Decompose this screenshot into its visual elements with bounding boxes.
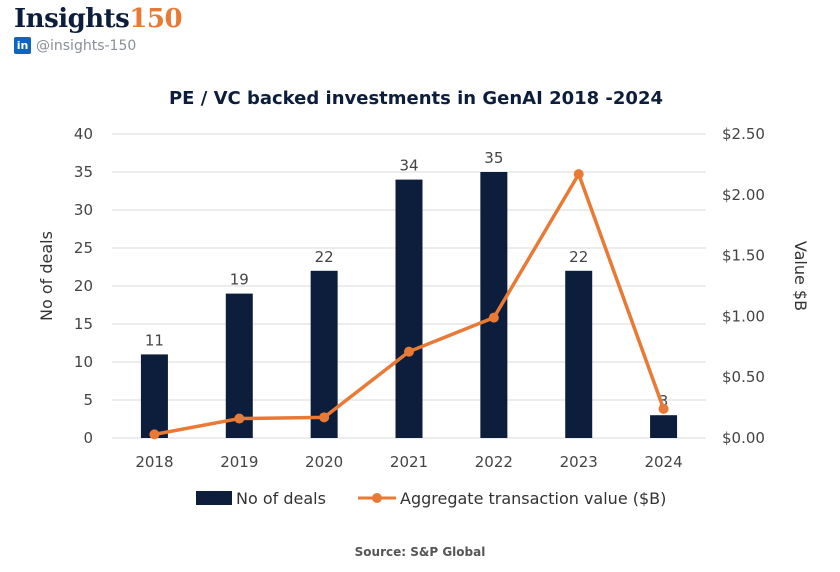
y2-tick-label: $0.00 (722, 429, 765, 447)
y-tick-label: 40 (74, 125, 93, 143)
x-tick-label: 2022 (475, 453, 513, 471)
bar-value-label: 22 (315, 248, 334, 266)
legend-line-marker (372, 493, 382, 503)
chart-title: PE / VC backed investments in GenAI 2018… (169, 88, 663, 109)
line-point (319, 412, 330, 423)
x-tick-label: 2021 (390, 453, 428, 471)
bar (140, 354, 168, 438)
line-point (149, 429, 160, 440)
y2-tick-label: $0.50 (722, 368, 765, 386)
line-point (573, 169, 584, 180)
bar-data-labels: 11 19 22 34 35 22 3 (145, 149, 668, 410)
bar (650, 415, 678, 438)
y-axis-label: No of deals (37, 231, 56, 321)
y-tick-label: 35 (74, 163, 93, 181)
linkedin-icon: in (14, 37, 31, 54)
y2-tick-label: $1.50 (722, 247, 765, 265)
bar (395, 179, 423, 438)
bar (565, 270, 593, 438)
bar-value-label: 3 (659, 392, 669, 410)
y-tick-label: 20 (74, 277, 93, 295)
line-point (658, 403, 669, 414)
line-point (404, 346, 414, 357)
bar-value-label: 34 (399, 157, 418, 175)
y-tick-label: 15 (74, 315, 93, 333)
y2-tick-label: $2.50 (722, 125, 765, 143)
line-point (488, 312, 499, 323)
brand-number: 150 (129, 4, 183, 34)
y-tick-label: 10 (74, 353, 93, 371)
x-tick-label: 2024 (644, 453, 682, 471)
y-tick-label: 5 (83, 391, 93, 409)
social-handle-row: in @insights-150 (14, 37, 136, 54)
bar-series (140, 172, 678, 438)
line-point (234, 413, 245, 424)
y2-tick-label: $1.00 (722, 307, 765, 325)
y2-axis-label: Value $B (791, 241, 810, 311)
legend-bar-label: No of deals (236, 489, 326, 508)
brand-logo: Insights150 (14, 4, 183, 34)
y-tick-label: 25 (74, 239, 93, 257)
social-handle: @insights-150 (36, 37, 137, 54)
y2-tick-label: $2.00 (722, 186, 765, 204)
x-tick-label: 2019 (220, 453, 258, 471)
y-tick-label: 0 (83, 429, 93, 447)
bar-value-label: 35 (484, 149, 503, 167)
x-tick-label: 2023 (560, 453, 598, 471)
brand-text: Insights (14, 4, 130, 34)
bar-value-label: 22 (569, 248, 588, 266)
legend-bar-swatch (196, 491, 232, 505)
bar-value-label: 19 (230, 271, 249, 289)
source-note: Source: S&P Global (355, 545, 486, 559)
legend: No of deals Aggregate transaction value … (196, 489, 666, 508)
x-tick-label: 2018 (135, 453, 173, 471)
legend-line-label: Aggregate transaction value ($B) (400, 489, 666, 508)
x-tick-label: 2020 (305, 453, 343, 471)
line-series (149, 169, 669, 440)
x-axis-ticks: 2018 2019 2020 2021 2022 2023 2024 (135, 453, 682, 471)
left-axis-ticks: 0 5 10 15 20 25 30 35 40 (74, 125, 93, 447)
y-tick-label: 30 (74, 201, 93, 219)
bar-value-label: 11 (145, 331, 164, 349)
right-axis-ticks: $0.00 $0.50 $1.00 $1.50 $2.00 $2.50 (722, 125, 765, 447)
